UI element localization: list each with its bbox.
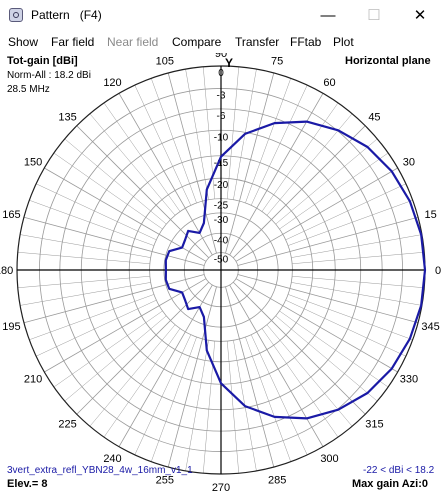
radial-tick-label: -50	[214, 255, 229, 266]
frequency-label: 28.5 MHz	[7, 84, 50, 95]
angle-gridline	[44, 278, 207, 373]
angle-tick-label: 300	[320, 453, 338, 465]
app-icon	[9, 8, 23, 22]
angle-gridline	[23, 274, 205, 324]
angle-gridline	[235, 278, 398, 373]
angle-gridline	[229, 93, 324, 256]
radial-tick-label: -10	[214, 132, 229, 143]
elevation-label: Elev.= 8	[7, 478, 48, 490]
menu-transfer[interactable]: Transfer	[235, 35, 280, 49]
angle-gridline	[44, 167, 207, 262]
pattern-curve	[164, 120, 427, 420]
angle-gridline	[167, 286, 217, 468]
angle-gridline	[29, 294, 154, 341]
angle-gridline	[275, 315, 378, 402]
angle-tick-label: 15	[424, 209, 436, 221]
angle-gridline	[89, 324, 176, 427]
angle-gridline	[245, 78, 292, 203]
angle-tick-label: 330	[400, 374, 418, 386]
window-title: Pattern (F4)	[31, 8, 102, 22]
menu-near-field[interactable]: Near field	[107, 35, 159, 49]
menu-far-field[interactable]: Far field	[51, 35, 95, 49]
angle-tick-label: 195	[2, 321, 20, 333]
gain-title: Tot-gain [dBi]	[7, 55, 78, 67]
angle-gridline	[235, 167, 398, 262]
angle-tick-label: 180	[0, 265, 13, 277]
angle-gridline	[232, 125, 366, 259]
angle-gridline	[237, 216, 419, 266]
angle-tick-label: 345	[421, 321, 439, 333]
angle-tick-label: 210	[24, 374, 42, 386]
close-button[interactable]: ✕	[413, 7, 427, 24]
polar-chart: 0 -3 -6 -10 -15 -20 -25 -30 -40 -50 0 15 30 45 60 75 90 1…	[0, 53, 441, 493]
menu-plot[interactable]: Plot	[333, 35, 354, 49]
max-gain-label: Max gain Azi:0	[352, 478, 428, 490]
angle-tick-label: 225	[58, 418, 76, 430]
angle-gridline	[118, 93, 213, 256]
angle-gridline	[229, 284, 324, 447]
file-name: 3vert_extra_refl_YBN28_4w_16mm_v1_1	[7, 465, 193, 476]
angle-tick-label: 240	[103, 453, 121, 465]
title-bar: Pattern (F4) — ☐ ✕	[0, 0, 443, 31]
angle-gridline	[29, 199, 154, 246]
angle-gridline	[118, 284, 213, 447]
menu-bar: Show Far field Near field Compare Transf…	[0, 31, 443, 53]
angle-tick-label: 150	[24, 157, 42, 169]
angle-tick-label: 120	[103, 77, 121, 89]
angle-gridline	[23, 216, 205, 266]
angle-tick-label: 165	[2, 209, 20, 221]
angle-gridline	[225, 72, 275, 254]
angle-gridline	[275, 138, 378, 225]
angle-gridline	[167, 72, 217, 254]
angle-tick-label: 45	[368, 112, 380, 124]
angle-tick-label: 75	[271, 55, 283, 67]
angle-tick-label: 255	[156, 475, 174, 487]
radial-tick-label: -6	[217, 111, 226, 122]
angle-gridline	[76, 125, 210, 259]
radial-tick-label: -15	[214, 158, 229, 169]
angle-tick-label: 135	[58, 112, 76, 124]
radial-tick-label: -30	[214, 215, 229, 226]
angle-gridline	[89, 113, 176, 216]
angle-tick-label: 270	[212, 482, 230, 493]
menu-fftab[interactable]: FFtab	[290, 35, 322, 49]
angle-gridline	[225, 286, 275, 468]
angle-gridline	[150, 337, 197, 462]
angle-tick-label: 30	[403, 157, 415, 169]
angle-gridline	[64, 138, 167, 225]
angle-tick-label: 60	[323, 77, 335, 89]
angle-gridline	[232, 281, 366, 415]
maximize-button[interactable]: ☐	[367, 7, 381, 24]
y-axis-label: Y	[225, 56, 234, 70]
angle-gridline	[76, 281, 210, 415]
angle-gridline	[288, 294, 413, 341]
norm-label: Norm-All : 18.2 dBi	[7, 70, 91, 81]
angle-tick-label: 285	[268, 475, 286, 487]
angle-tick-label: 105	[156, 55, 174, 67]
pattern-plot: 0 -3 -6 -10 -15 -20 -25 -30 -40 -50 0 15 30 45 60 75 90 1…	[0, 53, 443, 493]
radial-tick-label: -3	[217, 90, 226, 101]
plane-label: Horizontal plane	[345, 55, 431, 67]
radial-tick-label: -20	[214, 180, 229, 191]
angle-gridline	[266, 324, 353, 427]
radial-tick-label: -25	[214, 201, 229, 212]
minimize-button[interactable]: —	[320, 7, 336, 24]
range-label: -22 < dBi < 18.2	[363, 465, 435, 476]
angle-tick-label: 90	[215, 53, 227, 60]
angle-tick-label: 0	[435, 265, 441, 277]
menu-show[interactable]: Show	[8, 35, 39, 49]
angle-gridline	[288, 199, 413, 246]
angle-gridline	[150, 78, 197, 203]
angle-tick-label: 315	[365, 418, 383, 430]
radial-tick-label: -40	[214, 235, 229, 246]
radial-tick-label: 0	[218, 68, 224, 79]
angle-gridline	[266, 113, 353, 216]
menu-compare[interactable]: Compare	[172, 35, 222, 49]
angle-gridline	[64, 315, 167, 402]
angle-gridline	[237, 274, 419, 324]
angle-gridline	[245, 337, 292, 462]
